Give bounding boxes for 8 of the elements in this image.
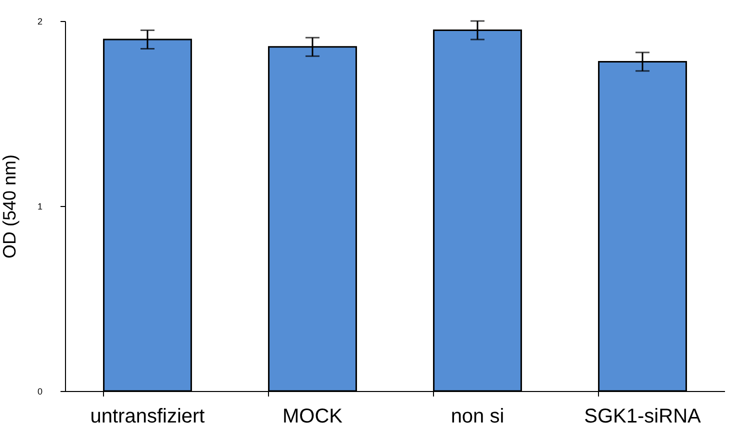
y-tick-label: 1 <box>37 202 42 212</box>
y-tick-label: 0 <box>37 386 42 396</box>
x-tick-label: untransfiziert <box>90 406 206 428</box>
x-tick-label: MOCK <box>282 406 344 428</box>
y-tick-label: 2 <box>37 16 42 26</box>
x-tick-label: SGK1-siRNA <box>584 406 702 428</box>
y-axis-title: OD (540 nm) <box>0 154 20 259</box>
x-tick-label: non si <box>450 406 504 428</box>
